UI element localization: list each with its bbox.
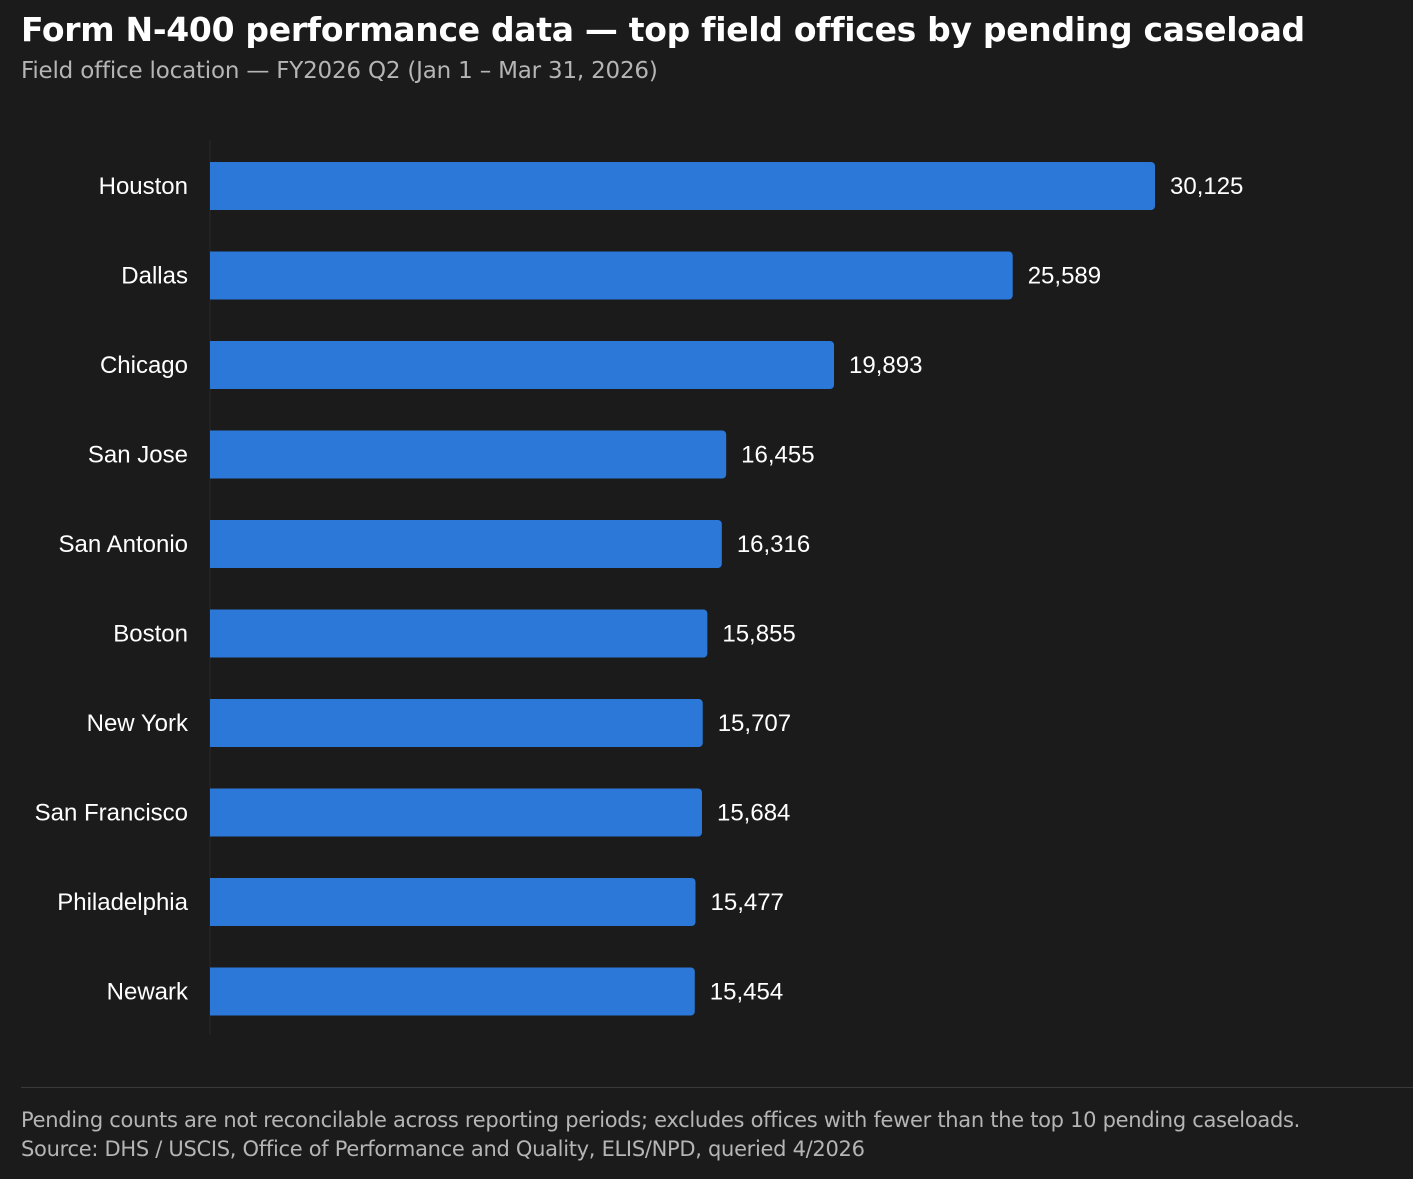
bar-edge	[210, 341, 216, 389]
chart-subtitle: Field office location — FY2026 Q2 (Jan 1…	[21, 58, 658, 84]
bar	[210, 699, 703, 747]
category-label: Houston	[99, 173, 188, 200]
bar	[210, 788, 702, 837]
footnote-note: Pending counts are not reconcilable acro…	[21, 1108, 1300, 1132]
bar	[210, 967, 695, 1016]
bar-chart: Houston 30,125 Dallas 25,589 Chicago 19,893 Sa…	[35, 140, 1243, 1035]
category-label: Dallas	[121, 263, 188, 290]
bar	[210, 609, 708, 658]
bar-edge	[210, 430, 216, 479]
bar-edge	[210, 609, 216, 658]
category-label: San Jose	[88, 442, 188, 469]
category-label: San Francisco	[35, 800, 188, 827]
bar-edge	[210, 788, 216, 837]
bar-edge	[210, 878, 216, 926]
bar	[210, 341, 835, 389]
value-label: 15,477	[711, 889, 784, 916]
bar-edge	[210, 967, 216, 1016]
category-label: Newark	[107, 979, 189, 1006]
bar-edge	[210, 162, 216, 210]
bar-edge	[210, 520, 216, 568]
bar-edge	[210, 699, 216, 747]
category-label: San Antonio	[59, 531, 188, 558]
bar	[210, 430, 727, 479]
footer-divider	[21, 1087, 1413, 1088]
category-label: Philadelphia	[57, 889, 188, 916]
bar	[210, 251, 1013, 300]
bar	[210, 520, 722, 568]
chart-title: Form N-400 performance data — top field …	[21, 10, 1305, 49]
value-label: 30,125	[1170, 173, 1243, 200]
bar-edge	[210, 251, 216, 300]
value-label: 15,707	[718, 710, 791, 737]
footnote-source: Source: DHS / USCIS, Office of Performan…	[21, 1137, 865, 1161]
category-label: Boston	[113, 621, 188, 648]
value-label: 15,684	[717, 800, 790, 827]
value-label: 19,893	[849, 352, 922, 379]
value-label: 16,316	[737, 531, 810, 558]
category-label: Chicago	[100, 352, 188, 379]
value-label: 15,454	[710, 979, 783, 1006]
category-label: New York	[87, 710, 189, 737]
value-label: 25,589	[1028, 263, 1101, 290]
bar	[210, 878, 696, 926]
value-label: 16,455	[741, 442, 814, 469]
bar	[210, 162, 1155, 210]
value-label: 15,855	[722, 621, 795, 648]
